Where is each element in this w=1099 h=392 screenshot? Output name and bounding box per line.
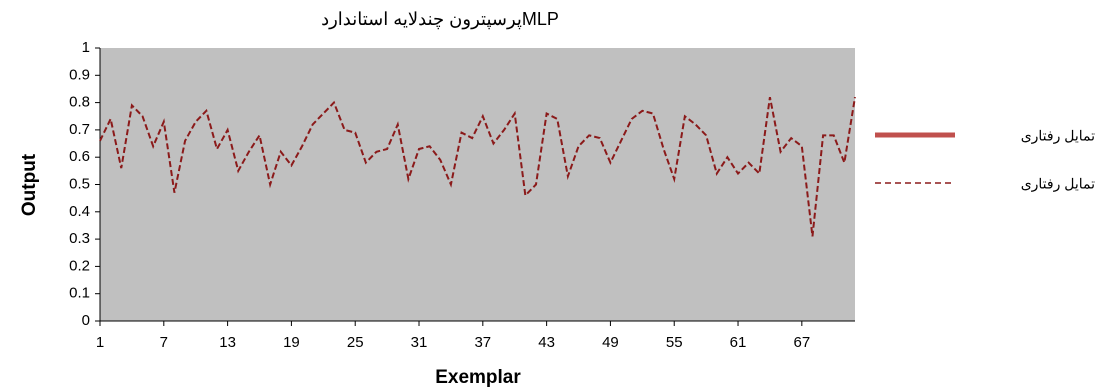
x-tick-label: 43 <box>538 334 555 351</box>
y-tick-label: 0.7 <box>69 121 90 138</box>
x-tick-label: 37 <box>474 334 491 351</box>
x-tick-label: 7 <box>160 334 168 351</box>
y-tick-label: 0.5 <box>69 175 90 192</box>
x-tick-label: 55 <box>666 334 683 351</box>
y-tick-label: 0 <box>82 312 90 329</box>
chart-title: پرسپترون چندلایه استانداردMLP <box>321 9 559 30</box>
x-tick-label: 61 <box>730 334 747 351</box>
legend-label: تمایل رفتاری <box>1021 176 1095 193</box>
y-axis-title: Output <box>19 153 40 216</box>
x-tick-label: 67 <box>793 334 810 351</box>
series-line <box>99 96 856 237</box>
y-tick-label: 1 <box>82 39 90 56</box>
y-tick-label: 0.8 <box>69 94 90 111</box>
y-tick-label: 0.1 <box>69 285 90 302</box>
x-tick-label: 13 <box>219 334 236 351</box>
x-tick-label: 31 <box>411 334 428 351</box>
y-tick-label: 0.2 <box>69 257 90 274</box>
y-tick-label: 0.3 <box>69 230 90 247</box>
legend-label: تمایل رفتاری <box>1021 128 1095 145</box>
y-tick-label: 0.9 <box>69 66 90 83</box>
x-tick-label: 49 <box>602 334 619 351</box>
plot-area <box>100 48 855 321</box>
x-axis-title: Exemplar <box>435 367 521 388</box>
y-tick-label: 0.6 <box>69 148 90 165</box>
x-tick-label: 19 <box>283 334 300 351</box>
x-tick-label: 1 <box>96 334 104 351</box>
x-tick-label: 25 <box>347 334 364 351</box>
y-tick-label: 0.4 <box>69 203 90 220</box>
